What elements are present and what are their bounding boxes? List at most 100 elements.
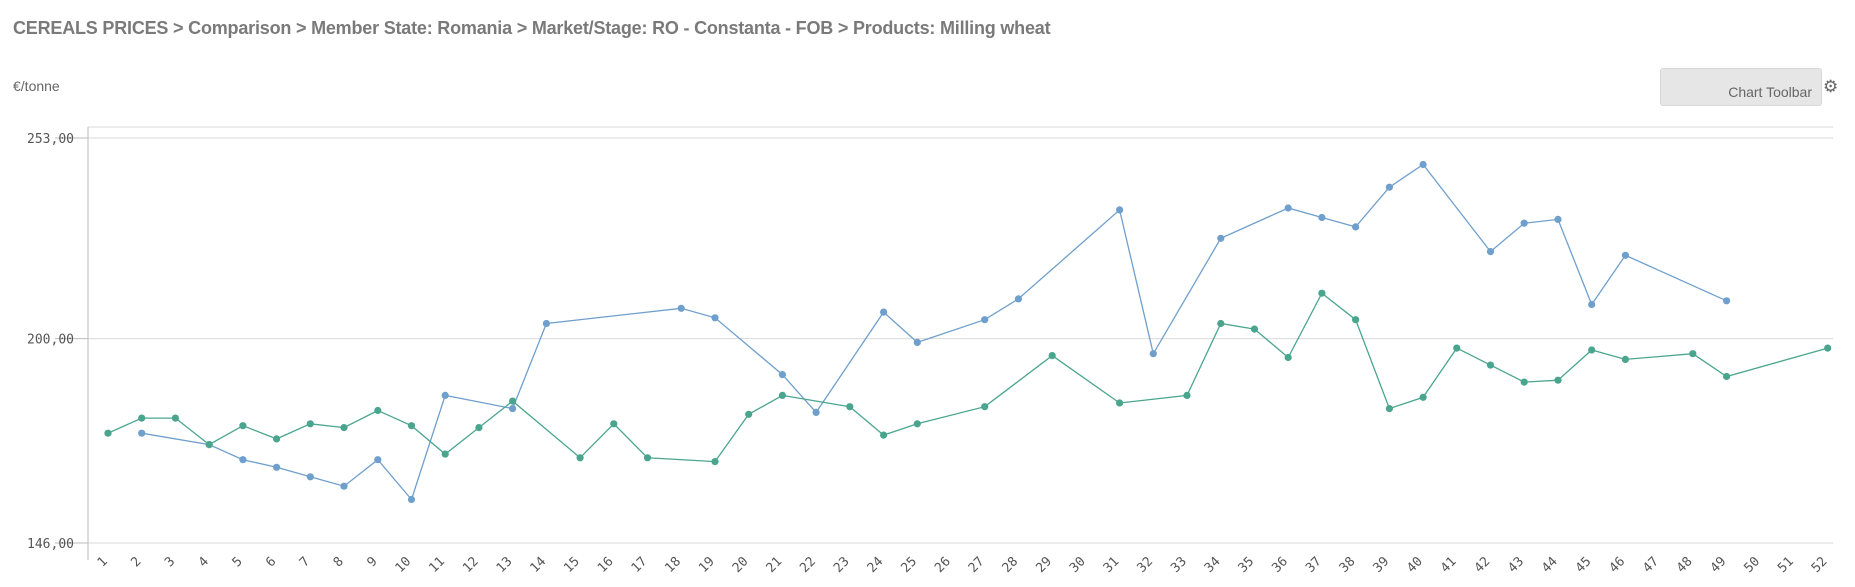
data-point: [1048, 352, 1056, 360]
data-point: [1554, 215, 1562, 223]
data-point: [441, 450, 449, 458]
data-point: [1318, 289, 1326, 297]
x-tick-label: 27: [966, 554, 988, 576]
data-point: [778, 371, 787, 379]
data-point: [138, 414, 146, 422]
data-point: [1554, 376, 1562, 384]
data-point: [1284, 204, 1292, 212]
x-tick-label: 50: [1741, 554, 1763, 576]
x-tick-label: 46: [1607, 554, 1629, 576]
y-tick-label: 146,00: [27, 537, 74, 552]
data-point: [1588, 346, 1596, 354]
x-tick-label: 52: [1809, 554, 1831, 576]
data-point: [1217, 319, 1225, 328]
data-point: [1284, 353, 1292, 362]
x-tick-label: 32: [1134, 554, 1156, 576]
x-tick-label: 4: [196, 554, 212, 570]
x-tick-label: 7: [297, 554, 313, 570]
x-tick-label: 23: [831, 554, 853, 576]
x-tick-label: 41: [1438, 554, 1460, 576]
data-point: [171, 414, 179, 422]
data-point: [542, 319, 551, 328]
data-point: [1723, 297, 1731, 305]
x-tick-label: 30: [1067, 554, 1089, 576]
data-point: [138, 429, 146, 437]
data-point: [846, 403, 854, 411]
x-tick-label: 33: [1168, 554, 1190, 576]
data-point: [407, 422, 416, 430]
data-point: [1217, 234, 1225, 242]
series-line-1: [141, 163, 1727, 501]
x-tick-label: 34: [1202, 554, 1224, 576]
x-tick-label: 17: [629, 554, 651, 576]
data-point: [205, 441, 213, 449]
x-tick-label: 29: [1033, 554, 1055, 576]
y-axis-unit-label: €/tonne: [13, 78, 60, 94]
x-tick-label: 39: [1371, 554, 1393, 576]
data-point: [475, 424, 483, 432]
x-tick-label: 3: [162, 554, 178, 570]
x-tick-label: 24: [865, 554, 887, 576]
data-point: [508, 405, 517, 413]
data-point: [340, 424, 348, 432]
data-point: [745, 410, 753, 418]
data-point: [1385, 183, 1393, 191]
x-tick-label: 11: [426, 554, 448, 576]
x-tick-label: 36: [1269, 554, 1291, 576]
data-point: [1621, 251, 1629, 259]
data-point: [913, 338, 921, 346]
data-point: [1352, 223, 1360, 231]
data-point: [1689, 350, 1697, 358]
data-point: [1486, 248, 1495, 256]
series-line-2: [107, 292, 1828, 463]
data-point: [1116, 206, 1124, 214]
x-tick-label: 25: [898, 554, 920, 576]
data-point: [981, 316, 989, 324]
x-tick-label: 18: [662, 554, 684, 576]
x-tick-label: 26: [932, 554, 954, 576]
x-tick-label: 28: [1000, 554, 1022, 576]
data-point: [273, 435, 281, 443]
x-tick-label: 31: [1101, 554, 1123, 576]
data-point: [273, 463, 281, 471]
data-point: [1621, 355, 1629, 363]
x-tick-label: 12: [460, 554, 482, 576]
data-point: [407, 495, 416, 504]
data-point: [576, 454, 584, 462]
data-point: [1588, 300, 1596, 309]
data-point: [880, 431, 888, 439]
data-point: [913, 420, 921, 428]
data-point: [778, 391, 787, 399]
data-point: [981, 403, 989, 411]
breadcrumb: CEREALS PRICES > Comparison > Member Sta…: [13, 18, 1051, 38]
data-point: [880, 308, 888, 316]
x-tick-label: 10: [393, 554, 415, 576]
x-tick-label: 16: [595, 554, 617, 576]
data-point: [1419, 160, 1427, 169]
data-point: [1352, 316, 1360, 324]
data-point: [711, 314, 719, 322]
data-point: [1250, 325, 1259, 333]
data-point: [1419, 393, 1427, 401]
data-point: [1723, 372, 1731, 381]
data-point: [104, 429, 112, 437]
x-tick-label: 21: [764, 554, 786, 576]
x-tick-label: 48: [1674, 554, 1696, 576]
data-point: [441, 391, 449, 399]
x-tick-label: 8: [331, 554, 347, 570]
gear-icon[interactable]: ⚙: [1823, 77, 1839, 96]
x-tick-label: 6: [263, 554, 279, 570]
data-point: [1824, 344, 1832, 352]
x-tick-label: 45: [1573, 554, 1595, 576]
data-point: [1486, 361, 1495, 369]
data-point: [340, 482, 348, 490]
data-point: [239, 456, 247, 464]
chart-toolbar-button[interactable]: Chart Toolbar: [1660, 68, 1822, 106]
data-point: [677, 304, 685, 312]
data-point: [1520, 219, 1528, 227]
data-point: [711, 458, 719, 466]
x-tick-label: 43: [1505, 554, 1527, 576]
x-tick-label: 42: [1472, 554, 1494, 576]
data-point: [1385, 405, 1393, 413]
